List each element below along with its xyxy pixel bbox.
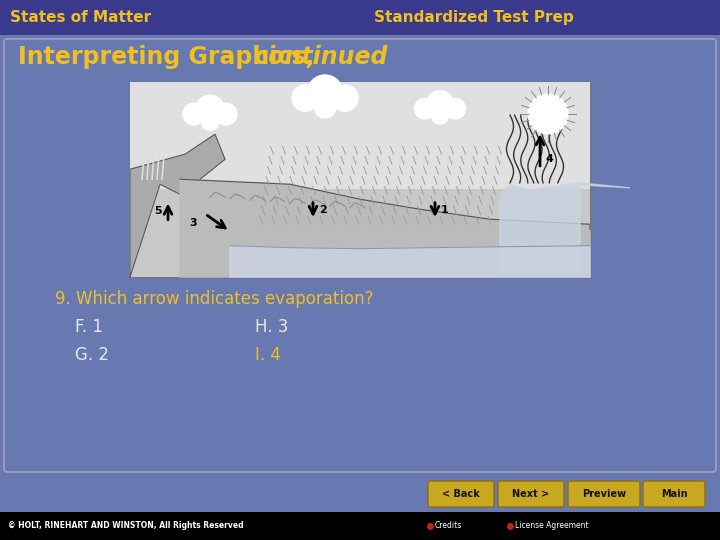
Text: < Back: < Back <box>442 489 480 499</box>
Text: G. 2: G. 2 <box>75 346 109 364</box>
Text: Main: Main <box>661 489 688 499</box>
Bar <box>0 0 720 35</box>
FancyBboxPatch shape <box>428 481 494 507</box>
Text: License Agreement: License Agreement <box>515 522 589 530</box>
Text: 1: 1 <box>441 205 449 215</box>
Bar <box>130 189 590 277</box>
Text: I. 4: I. 4 <box>255 346 281 364</box>
Circle shape <box>528 94 568 134</box>
Circle shape <box>332 85 358 111</box>
Text: H. 3: H. 3 <box>255 318 289 336</box>
Polygon shape <box>130 134 225 277</box>
Text: © HOLT, RINEHART AND WINSTON, All Rights Reserved: © HOLT, RINEHART AND WINSTON, All Rights… <box>8 522 243 530</box>
Text: 5: 5 <box>154 206 162 215</box>
Circle shape <box>201 112 219 130</box>
Circle shape <box>183 103 204 125</box>
FancyBboxPatch shape <box>4 39 716 472</box>
Bar <box>130 82 590 189</box>
Text: Credits: Credits <box>435 522 462 530</box>
Text: Preview: Preview <box>582 489 626 499</box>
Bar <box>0 476 720 512</box>
Polygon shape <box>180 179 590 277</box>
Circle shape <box>292 85 318 111</box>
Text: States of Matter: States of Matter <box>10 10 151 25</box>
Circle shape <box>215 103 237 125</box>
Circle shape <box>426 91 454 118</box>
Circle shape <box>314 96 336 118</box>
Bar <box>130 82 590 277</box>
Bar <box>0 512 720 540</box>
Text: F. 1: F. 1 <box>75 318 103 336</box>
Polygon shape <box>500 183 630 272</box>
Text: 9. Which arrow indicates evaporation?: 9. Which arrow indicates evaporation? <box>55 290 374 308</box>
Text: Interpreting Graphics,: Interpreting Graphics, <box>18 45 315 69</box>
Text: continued: continued <box>246 45 387 69</box>
Circle shape <box>415 99 435 119</box>
Circle shape <box>445 99 466 119</box>
FancyBboxPatch shape <box>568 481 640 507</box>
Circle shape <box>431 107 449 124</box>
Text: Standardized Test Prep: Standardized Test Prep <box>374 10 574 25</box>
FancyBboxPatch shape <box>498 481 564 507</box>
Circle shape <box>307 75 343 110</box>
FancyBboxPatch shape <box>643 481 705 507</box>
Text: 3: 3 <box>189 218 197 227</box>
Text: Next >: Next > <box>513 489 549 499</box>
Polygon shape <box>230 246 590 277</box>
Circle shape <box>196 95 225 124</box>
Text: 2: 2 <box>319 205 327 215</box>
Text: 4: 4 <box>546 154 554 164</box>
